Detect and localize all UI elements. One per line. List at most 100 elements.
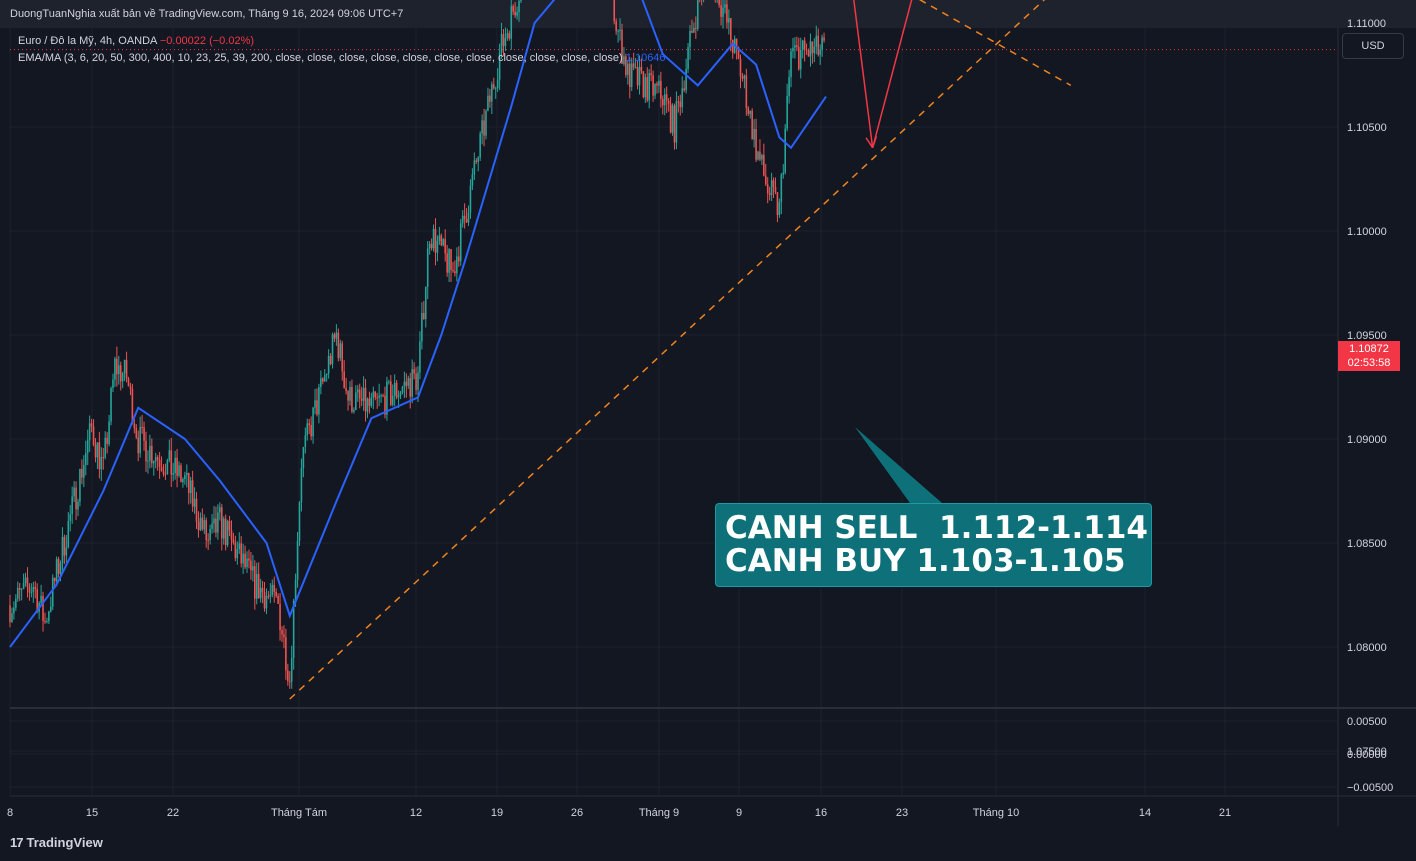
candle-body — [691, 30, 693, 33]
candle-body — [483, 120, 485, 136]
currency-button[interactable]: USD — [1342, 33, 1404, 59]
candle-body — [59, 563, 62, 574]
bottom-bar — [0, 826, 1416, 861]
candle-body — [735, 38, 738, 48]
candle-body — [452, 269, 454, 272]
time-tick-label: 22 — [167, 807, 179, 819]
candle-body — [796, 45, 798, 47]
candle-body — [81, 468, 83, 478]
candle-body — [811, 41, 814, 54]
candle-body — [411, 369, 413, 397]
chart-axes — [10, 28, 1416, 826]
price-tick-label: 1.09500 — [1347, 330, 1387, 342]
candle-body — [436, 240, 439, 253]
time-axis-labels: 8 15 22 Tháng Tám 12 19 26 Tháng 9 9 16 23 Tháng 10… — [7, 807, 1231, 819]
candle-body — [440, 235, 443, 246]
candle-body — [477, 157, 480, 162]
candle-body — [665, 94, 668, 101]
candle-body — [801, 40, 804, 50]
candle-body — [458, 256, 460, 262]
time-tick-label: 16 — [815, 807, 827, 819]
candle-body — [356, 389, 359, 393]
candle-body — [121, 373, 124, 382]
candle-body — [807, 50, 810, 57]
candle-body — [154, 457, 157, 462]
candle-body — [465, 219, 468, 223]
indicator-legend[interactable]: EMA/MA (3, 6, 20, 50, 300, 400, 10, 23, … — [18, 52, 666, 64]
current-price: 1.10872 — [1349, 343, 1389, 355]
candle-body — [397, 395, 400, 398]
candle-body — [432, 228, 435, 249]
time-tick-label: 19 — [491, 807, 503, 819]
candle-body — [500, 33, 503, 53]
candle-body — [695, 27, 697, 29]
candle-body — [803, 40, 806, 50]
candle-body — [642, 71, 645, 98]
candle-body — [683, 88, 685, 91]
price-axis-panel — [1338, 28, 1416, 826]
candle-body — [92, 426, 95, 445]
time-tick-label: 21 — [1219, 807, 1231, 819]
candle-body — [823, 37, 825, 41]
candle-body — [489, 95, 491, 102]
candle-body — [281, 630, 283, 635]
candle-body — [42, 595, 44, 621]
candle-body — [386, 381, 388, 415]
candle-body — [485, 110, 487, 136]
candle-body — [275, 591, 277, 597]
symbol-legend[interactable]: Euro / Đô la Mỹ, 4h, OANDA −0.00022 (−0.… — [18, 35, 254, 47]
candle-body — [164, 474, 167, 476]
candle-body — [658, 80, 660, 86]
time-tick-label: 26 — [571, 807, 583, 819]
candle-body — [189, 480, 192, 494]
candle-body — [446, 253, 448, 273]
candle-body — [632, 63, 635, 68]
forecast-arrow — [871, 0, 913, 148]
candle-body — [494, 87, 497, 89]
candle-body — [667, 100, 670, 104]
time-tick-label: 23 — [896, 807, 908, 819]
price-tick-label: 1.10000 — [1347, 226, 1387, 238]
candle-body — [376, 397, 378, 399]
candle-body — [792, 47, 794, 52]
candle-body — [244, 553, 246, 568]
candle-body — [151, 445, 153, 464]
candle-body — [234, 542, 237, 559]
candle-body — [302, 446, 305, 469]
chart-grid — [9, 22, 1338, 796]
candle-body — [325, 373, 328, 376]
tradingview-logo[interactable]: 17 TradingView — [10, 835, 103, 850]
candle-body — [426, 248, 429, 287]
candle-body — [116, 358, 118, 375]
candle-body — [640, 66, 643, 72]
indicator-label[interactable]: EMA/MA (3, 6, 20, 50, 300, 400, 10, 23, … — [18, 52, 623, 64]
candle-body — [96, 442, 99, 458]
candle-body — [380, 395, 382, 397]
candle-body — [63, 536, 66, 556]
candle-body — [267, 596, 270, 598]
trendline — [289, 0, 1046, 700]
candle-body — [67, 520, 70, 548]
tradingview-logo-text: TradingView — [26, 835, 103, 850]
candle-body — [339, 343, 342, 359]
candle-body — [118, 365, 120, 375]
time-tick-label: 9 — [736, 807, 742, 819]
candle-body — [172, 473, 174, 475]
candle-body — [757, 151, 759, 160]
candle-body — [222, 518, 225, 539]
callout-buy-line: CANH BUY 1.103-1.105 — [725, 543, 1126, 579]
symbol-label[interactable]: Euro / Đô la Mỹ, 4h, OANDA — [18, 35, 157, 47]
candle-body — [77, 501, 79, 510]
candle-body — [191, 480, 194, 507]
candle-body — [621, 29, 623, 64]
candle-body — [636, 67, 639, 86]
candle-body — [112, 379, 114, 388]
time-tick-label: Tháng 9 — [639, 807, 679, 819]
time-tick-label: 14 — [1139, 807, 1151, 819]
candle-body — [761, 154, 763, 160]
candle-body — [421, 312, 423, 342]
bar-countdown: 02:53:58 — [1347, 357, 1391, 369]
trade-callout[interactable]: CANH SELL 1.112-1.114 CANH BUY 1.103-1.10… — [715, 503, 1152, 587]
candle-body — [69, 514, 72, 521]
